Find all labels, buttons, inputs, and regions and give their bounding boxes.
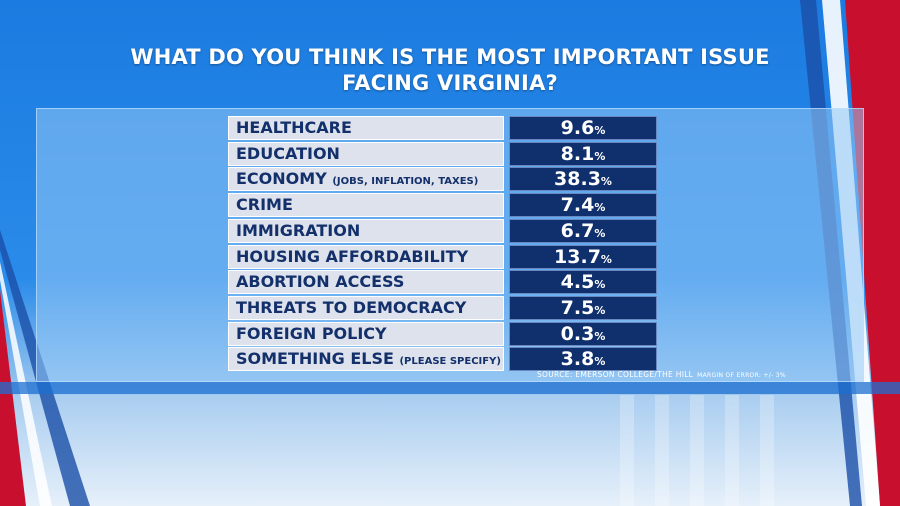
issue-label: SOMETHING ELSE (PLEASE SPECIFY) (228, 347, 504, 372)
issue-value-unit: % (594, 355, 606, 369)
issue-value-unit: % (594, 278, 606, 292)
margin-of-error-text: MARGIN OF ERROR: +/- 3% (697, 372, 786, 379)
table-row: HEALTHCARE 9.6% (228, 116, 657, 140)
table-row: EDUCATION 8.1% (228, 141, 657, 166)
issue-value-unit: % (600, 175, 612, 189)
chart-title-line-2: FACING VIRGINIA? (342, 71, 558, 95)
issue-label-text: HEALTHCARE (236, 118, 352, 137)
issue-label-text: THREATS TO DEMOCRACY (236, 297, 467, 317)
issue-value-number: 6.7 (560, 219, 595, 242)
issue-value-unit: % (594, 124, 606, 137)
issue-value-number: 7.4 (560, 194, 595, 217)
issue-label: THREATS TO DEMOCRACY (228, 295, 504, 320)
issue-value-unit: % (594, 303, 606, 317)
issue-label-note: (JOBS, INFLATION, TAXES) (332, 176, 479, 188)
issue-label-note: (PLEASE SPECIFY) (399, 356, 501, 368)
issue-label-text: SOMETHING ELSE (236, 349, 394, 369)
issue-value: 0.3% (509, 321, 657, 346)
issue-label-text: FOREIGN POLICY (236, 323, 387, 343)
issue-value: 13.7% (509, 244, 657, 269)
table-row: SOMETHING ELSE (PLEASE SPECIFY) 3.8% (228, 347, 657, 372)
table-row: THREATS TO DEMOCRACY 7.5% (228, 295, 657, 320)
issue-label: FOREIGN POLICY (228, 321, 504, 346)
issue-value: 3.8% (509, 347, 657, 372)
table-row: CRIME 7.4% (228, 193, 657, 218)
table-row: ECONOMY (JOBS, INFLATION, TAXES) 38.3% (228, 167, 657, 192)
issue-label: ABORTION ACCESS (228, 270, 504, 295)
issue-value-unit: % (594, 201, 606, 215)
issue-label: IMMIGRATION (228, 218, 504, 243)
issue-value: 6.7% (509, 218, 657, 243)
issue-label: CRIME (228, 193, 504, 218)
issue-value: 7.4% (509, 193, 657, 218)
table-row: HOUSING AFFORDABILITY 13.7% (228, 244, 657, 269)
issue-value-unit: % (594, 329, 606, 343)
table-row: FOREIGN POLICY 0.3% (228, 321, 657, 346)
issue-value-number: 13.7 (554, 245, 601, 268)
issue-label-text: ABORTION ACCESS (236, 272, 405, 292)
issue-value-number: 3.8 (560, 348, 595, 371)
source-note: SOURCE: EMERSON COLLEGE/THE HILL MARGIN O… (537, 370, 786, 379)
issue-label: EDUCATION (228, 141, 504, 166)
issue-label-text: IMMIGRATION (236, 220, 361, 240)
issue-label-text: HOUSING AFFORDABILITY (236, 246, 469, 266)
issue-value-unit: % (594, 149, 606, 163)
issue-value-number: 0.3 (560, 322, 595, 345)
issue-value: 9.6% (509, 116, 657, 140)
issue-label: ECONOMY (JOBS, INFLATION, TAXES) (228, 167, 504, 192)
source-text: SOURCE: EMERSON COLLEGE/THE HILL (537, 370, 694, 379)
issue-value-number: 8.1 (560, 142, 595, 165)
issue-value-unit: % (594, 226, 606, 240)
table-row: IMMIGRATION 6.7% (228, 218, 657, 243)
chart-title-line-1: WHAT DO YOU THINK IS THE MOST IMPORTANT … (130, 45, 770, 69)
issue-label-text: EDUCATION (236, 143, 340, 163)
issue-label-text: CRIME (236, 195, 293, 215)
issue-value: 4.5% (509, 270, 657, 295)
issue-value-number: 38.3 (554, 168, 601, 191)
issue-value-number: 9.6 (560, 117, 595, 139)
issue-label: HEALTHCARE (228, 116, 504, 140)
issue-value: 8.1% (509, 141, 657, 166)
issue-label: HOUSING AFFORDABILITY (228, 244, 504, 269)
issue-value: 38.3% (509, 167, 657, 192)
table-row: ABORTION ACCESS 4.5% (228, 270, 657, 295)
issue-value-unit: % (600, 252, 612, 266)
issue-label-text: ECONOMY (236, 169, 327, 189)
issue-value-number: 4.5 (560, 271, 595, 294)
issue-value-number: 7.5 (560, 296, 595, 319)
issue-value: 7.5% (509, 295, 657, 320)
